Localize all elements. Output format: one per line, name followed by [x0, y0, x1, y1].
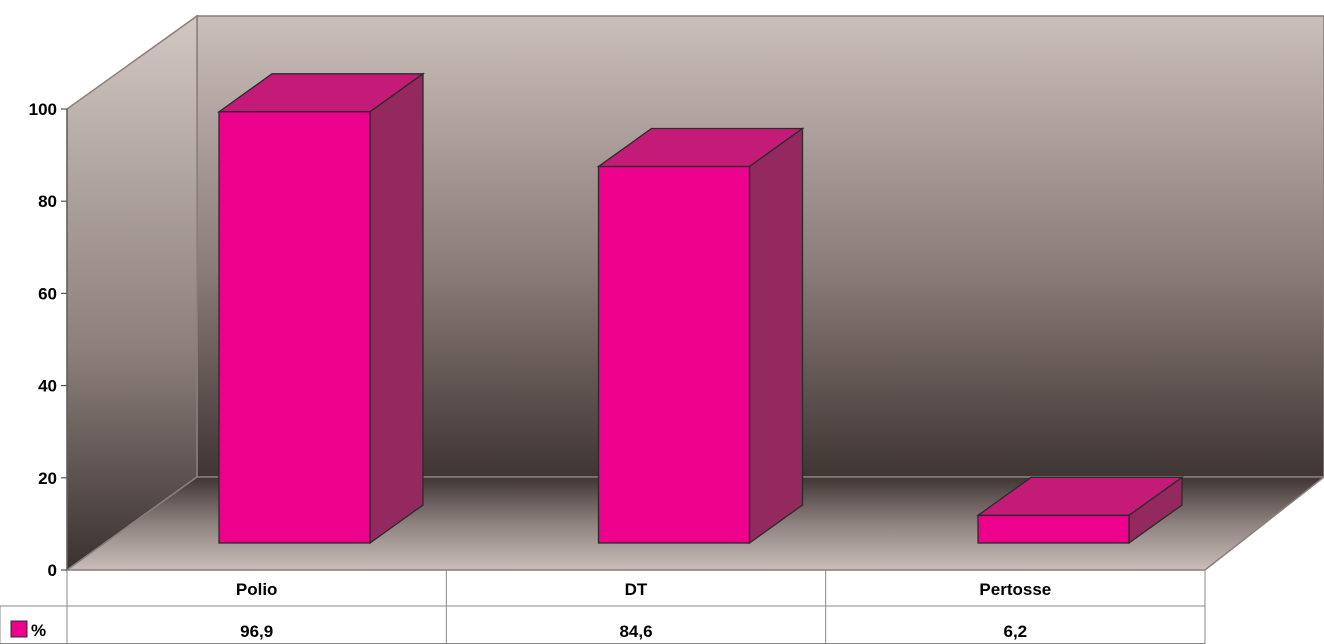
bar-side-face: [748, 127, 804, 545]
bar-front-face: [977, 514, 1130, 544]
y-axis: 0 20 40 60 80 100: [29, 100, 68, 580]
y-tick-label: 20: [38, 469, 57, 488]
data-label: 84,6: [619, 622, 652, 641]
bar-side-face: [369, 72, 424, 545]
side-wall: [66, 14, 198, 572]
data-table: Polio 96,9 DT 84,6 Pertosse 6,2%: [0, 570, 1206, 644]
legend-label: %: [31, 621, 46, 640]
category-label: Pertosse: [979, 580, 1051, 599]
bar-pertosse: [975, 476, 1185, 545]
y-tick-label: 80: [38, 192, 57, 211]
bar-front-face: [597, 165, 751, 544]
data-label: 96,9: [240, 622, 273, 641]
y-tick-label: 100: [29, 100, 57, 119]
category-label: Polio: [236, 580, 278, 599]
y-tick-label: 60: [38, 284, 57, 303]
bar-polio: [216, 72, 426, 545]
y-tick-label: 40: [38, 377, 57, 396]
bar-dt: [596, 127, 805, 545]
bar-front-face: [218, 111, 371, 544]
category-label: DT: [625, 580, 648, 599]
y-tick-label: 0: [48, 561, 57, 580]
bars: [216, 72, 1185, 545]
legend-swatch: [10, 620, 28, 638]
data-label: 6,2: [1004, 622, 1028, 641]
